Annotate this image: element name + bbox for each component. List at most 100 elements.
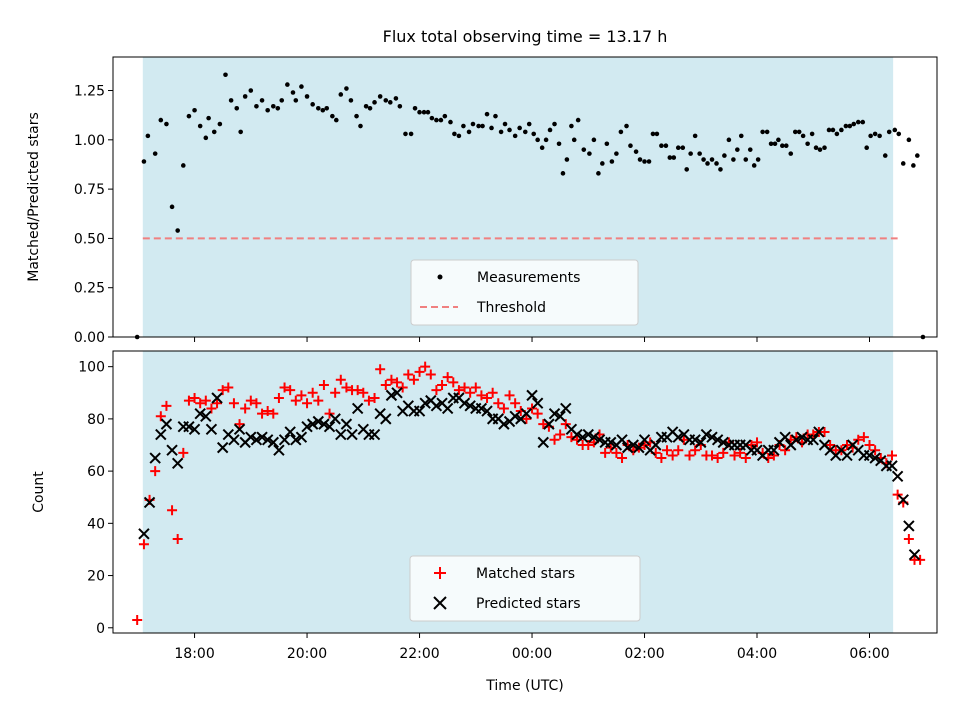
ratio-ytick-label: 1.00 (74, 133, 105, 149)
matched-point (189, 393, 200, 403)
measurement-point (817, 147, 823, 152)
predicted-point (633, 441, 645, 454)
predicted-point (458, 397, 471, 409)
matched-point (532, 408, 543, 419)
measurement-point (552, 121, 557, 127)
ratio-ytick-label: 0.50 (74, 231, 105, 247)
predicted-point (391, 387, 403, 399)
measurement-point (738, 133, 744, 139)
measurement-point (864, 145, 869, 151)
matched-point (262, 406, 273, 417)
measurement-point (425, 109, 431, 115)
measurement-point (531, 131, 537, 137)
matched-point (335, 374, 346, 385)
ratio-legend: Measurements Threshold (410, 259, 639, 326)
measurement-point (484, 111, 490, 117)
x-tick-label: 06:00 (849, 646, 889, 662)
predicted-point (245, 431, 257, 443)
measurement-point (768, 141, 774, 147)
matched-point (302, 398, 313, 409)
predicted-point (481, 405, 493, 417)
count-ytick-label: 80 (87, 412, 105, 428)
measurement-point (701, 157, 706, 162)
measurement-point (448, 119, 453, 125)
predicted-point (194, 407, 206, 420)
predicted-point (312, 415, 325, 428)
predicted-point (323, 421, 336, 433)
matched-point (363, 395, 374, 406)
measurement-point (248, 88, 254, 93)
predicted-point (886, 460, 898, 472)
measurement-point (628, 143, 633, 149)
predicted-point (430, 400, 443, 412)
matched-point (257, 408, 268, 419)
measurement-point (493, 113, 498, 119)
matched-point (200, 395, 211, 406)
measurement-point (383, 98, 389, 103)
matched-point (167, 505, 178, 516)
measurement-point (403, 131, 408, 137)
measurement-point (358, 123, 363, 129)
measurement-point (539, 145, 545, 151)
matched-point (915, 554, 926, 565)
measurement-point (587, 151, 592, 156)
predicted-point (700, 428, 713, 441)
ratio-panel: 0.00 0.25 0.50 0.75 1.00 1.25 Matched/Predict… (26, 56, 938, 346)
measurement-point (735, 147, 740, 152)
matched-point (470, 382, 481, 393)
measurement-point (906, 137, 912, 143)
matched-point (234, 419, 245, 430)
predicted-point (171, 457, 184, 469)
measurement-point (461, 123, 466, 129)
measurement-point (575, 117, 581, 123)
measurement-point (659, 143, 664, 149)
predicted-point (351, 402, 364, 415)
measurement-point (650, 131, 656, 137)
matched-point (510, 398, 521, 409)
matched-point (768, 450, 779, 461)
measurement-point (158, 117, 164, 123)
predicted-point (267, 436, 280, 449)
measurement-point (591, 137, 597, 143)
predicted-point (796, 431, 808, 443)
matched-point (611, 447, 622, 458)
measurement-point (822, 145, 827, 151)
matched-point (684, 450, 695, 461)
predicted-point (554, 410, 566, 422)
matched-point (273, 393, 284, 403)
measurement-point (792, 129, 798, 135)
measurement-point (279, 98, 285, 103)
measurement-point (348, 98, 354, 103)
measurement-point (705, 161, 710, 166)
predicted-point (211, 392, 223, 404)
matched-point (195, 398, 206, 409)
matched-point (448, 377, 459, 388)
predicted-point (627, 439, 639, 451)
legend-measurements-label: Measurements (477, 270, 580, 286)
measurement-point (851, 121, 857, 127)
measurement-point (186, 113, 192, 119)
measurement-point (315, 105, 321, 111)
measurement-point (228, 98, 234, 103)
predicted-point (638, 434, 651, 446)
predicted-point (346, 428, 358, 441)
x-tick-label: 02:00 (624, 646, 664, 662)
count-ytick-label: 20 (87, 569, 105, 585)
predicted-point (188, 423, 201, 436)
measurement-point (900, 161, 906, 166)
matched-point (493, 398, 504, 409)
x-axis-label: Time (UTC) (485, 678, 563, 694)
matched-point (420, 361, 431, 372)
predicted-point (166, 444, 178, 456)
predicted-point (790, 434, 803, 446)
measurement-point (663, 143, 669, 149)
predicted-point (869, 452, 881, 464)
matched-point (780, 445, 791, 456)
measurement-point (181, 163, 186, 168)
measurement-point (408, 131, 414, 137)
predicted-point (306, 418, 319, 430)
matched-point (150, 466, 161, 477)
count-axes-frame (112, 350, 938, 634)
measurement-point (839, 127, 844, 133)
measurement-point (223, 72, 228, 78)
